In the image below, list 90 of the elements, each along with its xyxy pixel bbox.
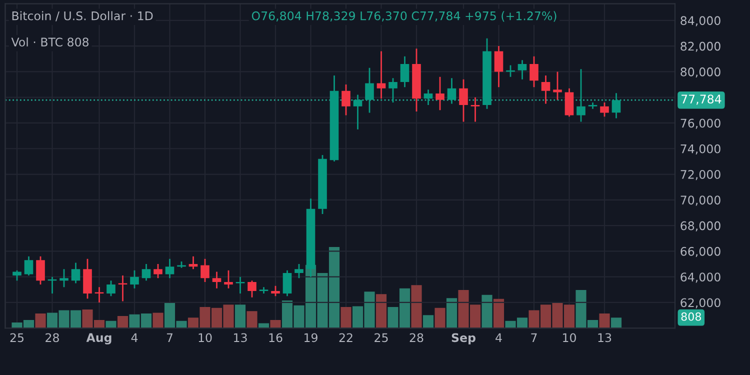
y-tick-label: 68,000 (680, 221, 720, 232)
candlestick (236, 276, 245, 294)
x-tick-label: Sep (452, 333, 476, 344)
candlestick (470, 96, 480, 122)
bar (610, 318, 622, 328)
x-tick-label: 13 (598, 333, 612, 342)
bar (246, 311, 258, 328)
candlestick (388, 77, 398, 104)
bar (35, 314, 46, 328)
candlestick (36, 256, 45, 286)
candlestick (200, 258, 210, 283)
candlestick (353, 94, 362, 130)
candlestick (188, 256, 198, 270)
candlestick (342, 84, 350, 116)
candlestick (564, 88, 574, 118)
bar (411, 285, 422, 328)
candlestick (494, 45, 504, 88)
ref-line-label: 77,784 (682, 94, 722, 105)
x-tick-label: 28 (46, 333, 59, 342)
bar (270, 320, 281, 328)
x-tick-label: 10 (563, 333, 576, 342)
x-tick-label: 16 (269, 333, 282, 342)
y-tick-label: 84,000 (680, 16, 720, 26)
x-tick-label: 25 (374, 333, 388, 342)
bar (434, 308, 446, 328)
candlestick (376, 50, 386, 100)
candlestick (612, 92, 621, 119)
text: Bitcoin / U.S. Dollar · 1D (12, 11, 153, 22)
y-tick-label: 62,000 (680, 298, 720, 308)
candlestick (400, 56, 410, 88)
candlestick (60, 268, 68, 288)
bar (340, 307, 352, 328)
candlestick (447, 77, 456, 104)
candlestick (154, 263, 162, 279)
bar (493, 298, 504, 328)
y-tick-label: 82,000 (680, 42, 720, 52)
x-tick-label: 7 (531, 333, 537, 342)
bar (376, 294, 387, 328)
y-tick-label: 64,000 (680, 272, 720, 283)
candlestick (365, 67, 374, 114)
text: 808 (681, 312, 702, 321)
bar (234, 304, 246, 328)
y-tick-label: 80,000 (680, 67, 720, 78)
candlestick (94, 286, 104, 304)
bar (446, 298, 458, 328)
bar (117, 316, 128, 328)
y-tick-label: 66,000 (680, 246, 720, 258)
annotation: O76,804 H78,329 L76,370 C77,784 +975 (+1.27%) (252, 11, 556, 22)
candlestick (248, 280, 256, 298)
candlestick (600, 102, 609, 118)
bar (152, 312, 164, 328)
bar (599, 314, 610, 328)
bar (106, 320, 116, 328)
candlestick (212, 271, 222, 290)
candlestick (282, 270, 292, 297)
candlestick (130, 270, 139, 290)
candlestick (142, 263, 151, 282)
candlestick (106, 280, 116, 297)
candlestick (530, 56, 538, 88)
y-tick-label: 70,000 (680, 196, 720, 206)
x-tick-label: 10 (198, 333, 212, 342)
x-tick-label: 4 (496, 333, 502, 342)
candlestick (224, 270, 233, 290)
y-tick-label: 72,000 (680, 170, 720, 180)
bar (482, 294, 492, 328)
x-tick-label: 7 (166, 333, 172, 342)
candlestick (553, 71, 562, 101)
candlestick (12, 270, 22, 282)
bar (422, 315, 434, 328)
x-tick-label: 28 (410, 333, 424, 342)
candlestick (24, 256, 34, 276)
x-tick-label: 25 (10, 333, 24, 342)
annotation: Vol · BTC 808 (11, 37, 89, 47)
candlestick (576, 68, 586, 122)
candlestick (424, 88, 433, 106)
candlestick (271, 285, 280, 297)
candlestick (518, 59, 527, 80)
x-tick-label: Aug (86, 333, 112, 344)
candlestick (459, 78, 468, 122)
x-tick-label: 19 (304, 333, 318, 342)
x-tick-label: 4 (131, 333, 138, 342)
candlestick (71, 262, 80, 284)
x-tick-label: 13 (234, 333, 247, 342)
x-tick-label: 22 (339, 333, 352, 342)
candlestick (294, 263, 304, 279)
y-tick-label: 74,000 (680, 144, 720, 154)
candlestick (436, 76, 444, 111)
candlestick (165, 258, 174, 279)
y-tick-label: 76,000 (680, 118, 720, 129)
candlestick (541, 74, 550, 104)
